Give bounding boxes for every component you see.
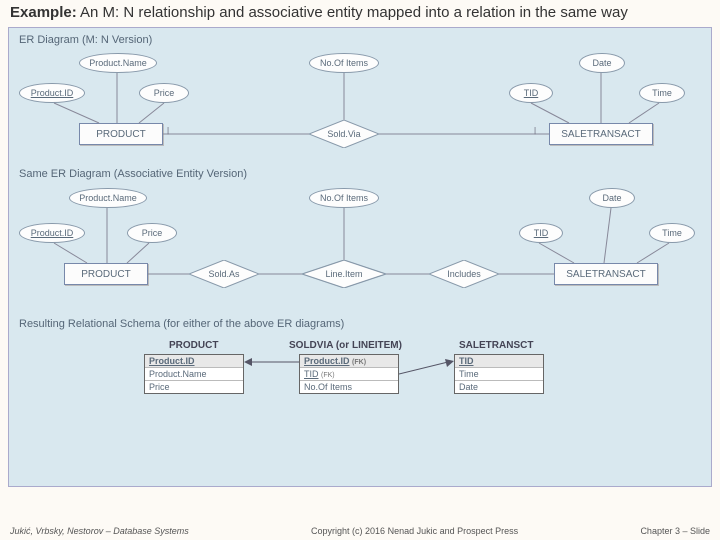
attr-productid-1: Product.ID <box>19 83 85 103</box>
attr-tid-2: TID <box>519 223 563 243</box>
entity-product-1: PRODUCT <box>79 123 163 145</box>
entity-product-2: PRODUCT <box>64 263 148 285</box>
card-2: | <box>534 126 536 135</box>
footer-left: Jukić, Vrbsky, Nestorov – Database Syste… <box>10 526 189 536</box>
arrow-1 <box>244 354 299 374</box>
rel-soldas: Sold.As <box>189 260 259 288</box>
attr-productid-2: Product.ID <box>19 223 85 243</box>
attr-time-1: Time <box>639 83 685 103</box>
er2-connectors <box>9 28 711 486</box>
attr-noitems-2: No.Of Items <box>309 188 379 208</box>
schema-table-soldvia: Product.ID (FK) TID (FK) No.Of Items <box>299 354 399 394</box>
section-1-label: ER Diagram (M: N Version) <box>19 34 152 46</box>
attr-tid-1: TID <box>509 83 553 103</box>
schema-title-saletransact: SALETRANSCT <box>459 340 533 351</box>
schema-table-product: Product.ID Product.Name Price <box>144 354 244 394</box>
section-2-label: Same ER Diagram (Associative Entity Vers… <box>19 168 247 180</box>
attr-noitems-1: No.Of Items <box>309 53 379 73</box>
footer-mid: Copyright (c) 2016 Nenad Jukic and Prosp… <box>311 526 518 536</box>
schema-title-product: PRODUCT <box>169 340 218 351</box>
rel-soldvia: Sold.Via <box>309 120 379 148</box>
attr-productname-1: Product.Name <box>79 53 157 73</box>
title-prefix: Example: <box>10 4 77 21</box>
footer-right: Chapter 3 – Slide <box>640 526 710 536</box>
card-1: | <box>167 126 169 135</box>
attr-date-1: Date <box>579 53 625 73</box>
entity-saletransact-2: SALETRANSACT <box>554 263 658 285</box>
schema-table-saletransact: TID Time Date <box>454 354 544 394</box>
entity-lineitem: Line.Item <box>302 260 386 288</box>
footer: Jukić, Vrbsky, Nestorov – Database Syste… <box>0 526 720 536</box>
title-body: An M: N relationship and associative ent… <box>77 4 628 21</box>
schema-title-soldvia: SOLDVIA (or LINEITEM) <box>289 340 402 351</box>
attr-price-2: Price <box>127 223 177 243</box>
attr-date-2: Date <box>589 188 635 208</box>
arrow-2 <box>399 354 454 384</box>
page-title: Example: An M: N relationship and associ… <box>0 0 720 25</box>
attr-time-2: Time <box>649 223 695 243</box>
rel-includes: Includes <box>429 260 499 288</box>
section-3-label: Resulting Relational Schema (for either … <box>19 318 344 330</box>
er1-connectors <box>9 28 711 486</box>
attr-price-1: Price <box>139 83 189 103</box>
entity-saletransact-1: SALETRANSACT <box>549 123 653 145</box>
diagram-panel: ER Diagram (M: N Version) Product.Name P… <box>8 27 712 487</box>
attr-productname-2: Product.Name <box>69 188 147 208</box>
